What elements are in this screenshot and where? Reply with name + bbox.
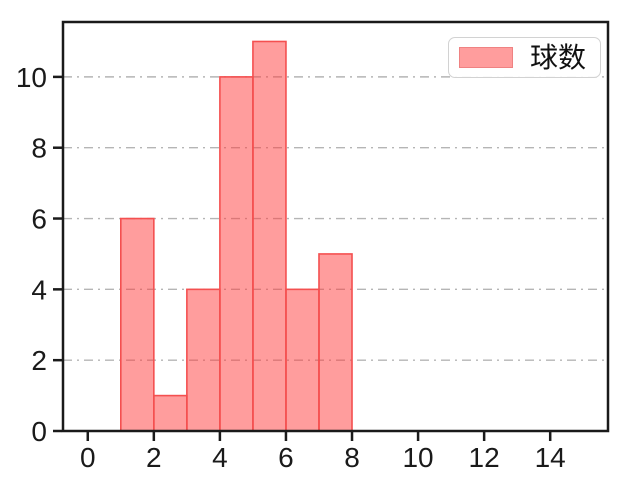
histogram-bar — [153, 394, 188, 432]
x-tick-label: 0 — [80, 442, 96, 473]
x-tick-label: 14 — [535, 442, 566, 473]
x-tick-label: 6 — [278, 442, 294, 473]
y-tick-label: 8 — [31, 133, 47, 164]
histogram-bar — [186, 288, 221, 432]
y-tick-label: 6 — [31, 204, 47, 235]
legend: 球数 — [448, 37, 602, 78]
y-tick-label: 2 — [31, 345, 47, 376]
legend-swatch-icon — [459, 47, 513, 68]
histogram-bar — [285, 288, 320, 432]
histogram-bar — [120, 217, 155, 432]
histogram-bar — [252, 40, 287, 432]
x-tick-label: 10 — [402, 442, 433, 473]
y-tick-label: 4 — [31, 274, 47, 305]
x-tick-label: 12 — [469, 442, 500, 473]
x-tick-label: 4 — [212, 442, 228, 473]
legend-label: 球数 — [530, 41, 587, 73]
histogram-bar — [318, 253, 353, 432]
y-tick-label: 0 — [31, 416, 47, 447]
x-tick-label: 8 — [344, 442, 360, 473]
histogram-bar — [219, 76, 254, 432]
x-tick-label: 2 — [146, 442, 162, 473]
y-tick-label: 10 — [16, 62, 47, 93]
plot-frame — [61, 20, 610, 433]
